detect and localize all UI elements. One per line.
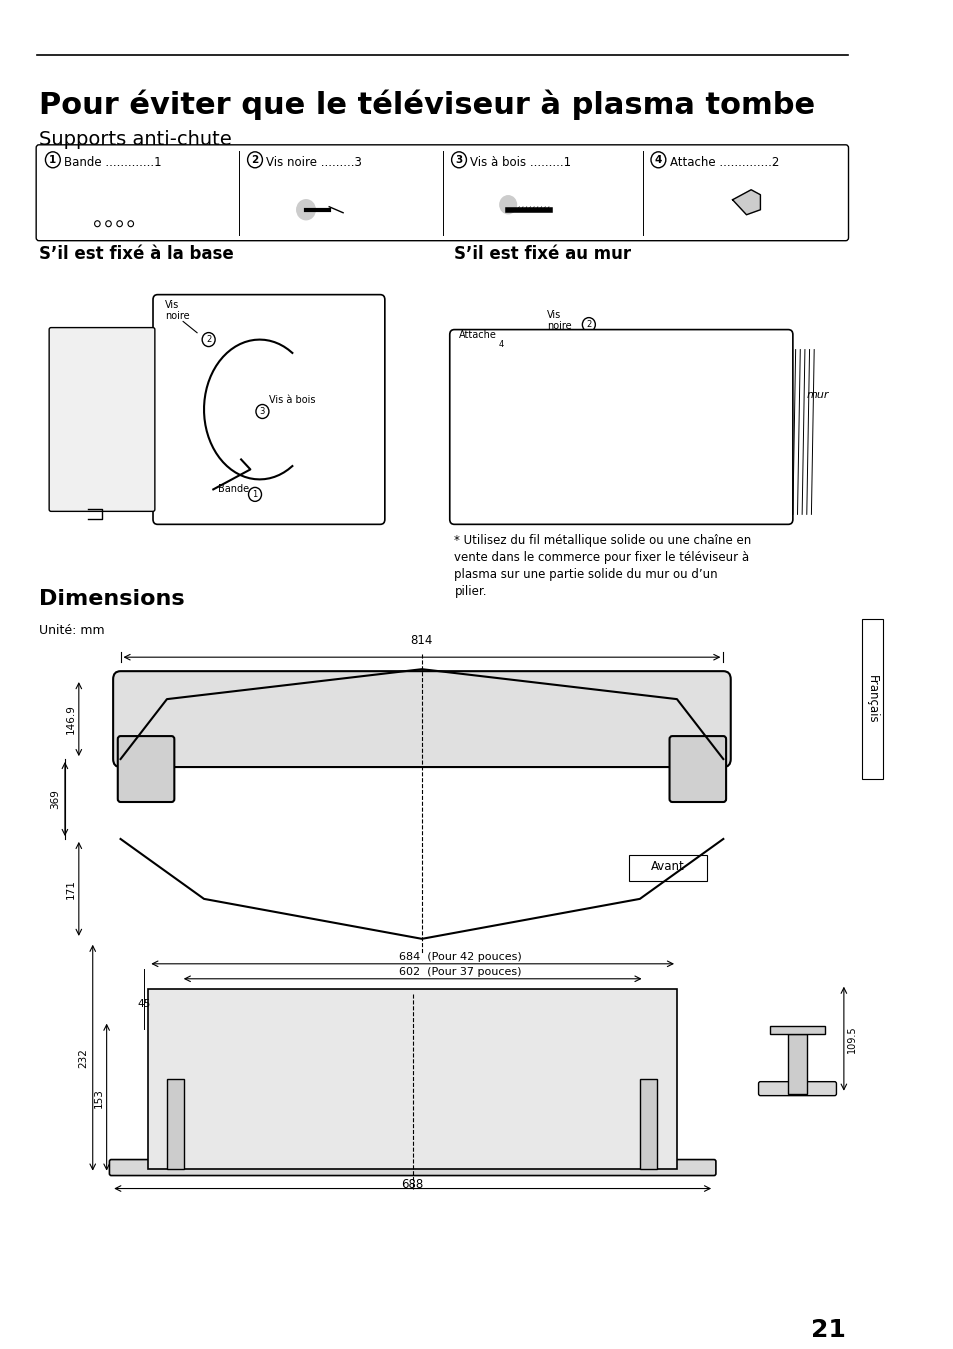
Bar	[769, 1025, 824, 1033]
FancyBboxPatch shape	[669, 737, 725, 803]
Text: 171: 171	[66, 880, 76, 898]
Text: Bande .............1: Bande .............1	[64, 155, 161, 169]
Circle shape	[499, 196, 516, 213]
Text: Vis à bois .........1: Vis à bois .........1	[470, 155, 571, 169]
Text: S’il est fixé à la base: S’il est fixé à la base	[39, 244, 233, 263]
Text: mur: mur	[806, 390, 828, 399]
Text: 4: 4	[497, 340, 503, 349]
Text: 3: 3	[455, 155, 462, 165]
Text: Pour éviter que le téléviseur à plasma tombe: Pour éviter que le téléviseur à plasma t…	[39, 90, 814, 120]
Text: 2: 2	[585, 320, 591, 329]
Text: 21: 21	[810, 1318, 845, 1342]
FancyBboxPatch shape	[36, 144, 847, 240]
FancyBboxPatch shape	[50, 328, 154, 511]
Circle shape	[296, 200, 314, 220]
Bar	[149, 989, 677, 1168]
FancyBboxPatch shape	[110, 1160, 715, 1175]
Text: Attache: Attache	[458, 329, 497, 340]
Text: 814: 814	[411, 634, 433, 648]
Bar	[167, 1079, 183, 1168]
Text: 2: 2	[252, 155, 258, 165]
FancyBboxPatch shape	[152, 294, 384, 525]
Bar	[787, 1033, 806, 1094]
Text: Attache ..............2: Attache ..............2	[669, 155, 778, 169]
Text: 602  (Pour 37 pouces): 602 (Pour 37 pouces)	[398, 967, 520, 977]
FancyBboxPatch shape	[758, 1082, 836, 1095]
Bar	[862, 619, 882, 778]
FancyBboxPatch shape	[113, 672, 730, 768]
Text: Bande: Bande	[217, 484, 249, 494]
Text: 45: 45	[137, 998, 151, 1009]
FancyBboxPatch shape	[449, 329, 792, 525]
FancyBboxPatch shape	[117, 737, 174, 803]
Text: S’il est fixé au mur: S’il est fixé au mur	[454, 244, 631, 263]
Text: 109.5: 109.5	[845, 1025, 856, 1052]
Text: 684  (Pour 42 pouces): 684 (Pour 42 pouces)	[398, 952, 521, 962]
Text: 2: 2	[206, 335, 211, 344]
Text: 688: 688	[401, 1178, 423, 1191]
Text: 1: 1	[50, 155, 56, 165]
Bar	[639, 1079, 656, 1168]
FancyBboxPatch shape	[628, 855, 706, 881]
Text: Vis noire .........3: Vis noire .........3	[266, 155, 361, 169]
Text: 153: 153	[93, 1087, 104, 1108]
Text: Unité: mm: Unité: mm	[39, 625, 105, 637]
Text: 232: 232	[78, 1048, 88, 1067]
Text: 4: 4	[654, 155, 661, 165]
Text: 1: 1	[253, 490, 257, 499]
Text: 146.9: 146.9	[66, 704, 76, 734]
Polygon shape	[732, 190, 760, 214]
Text: Vis
noire: Vis noire	[547, 310, 571, 332]
Text: * Utilisez du fil métallique solide ou une chaîne en
vente dans le commerce pour: * Utilisez du fil métallique solide ou u…	[454, 534, 751, 599]
Text: Vis
noire: Vis noire	[165, 299, 190, 321]
Text: Avant: Avant	[650, 861, 684, 873]
Text: Dimensions: Dimensions	[39, 590, 184, 610]
Text: Vis à bois: Vis à bois	[269, 394, 315, 405]
FancyBboxPatch shape	[666, 475, 716, 519]
Text: Supports anti-chute: Supports anti-chute	[39, 130, 232, 148]
Text: 369: 369	[51, 789, 60, 809]
Text: 3: 3	[259, 407, 265, 415]
Text: Français: Français	[865, 674, 879, 723]
